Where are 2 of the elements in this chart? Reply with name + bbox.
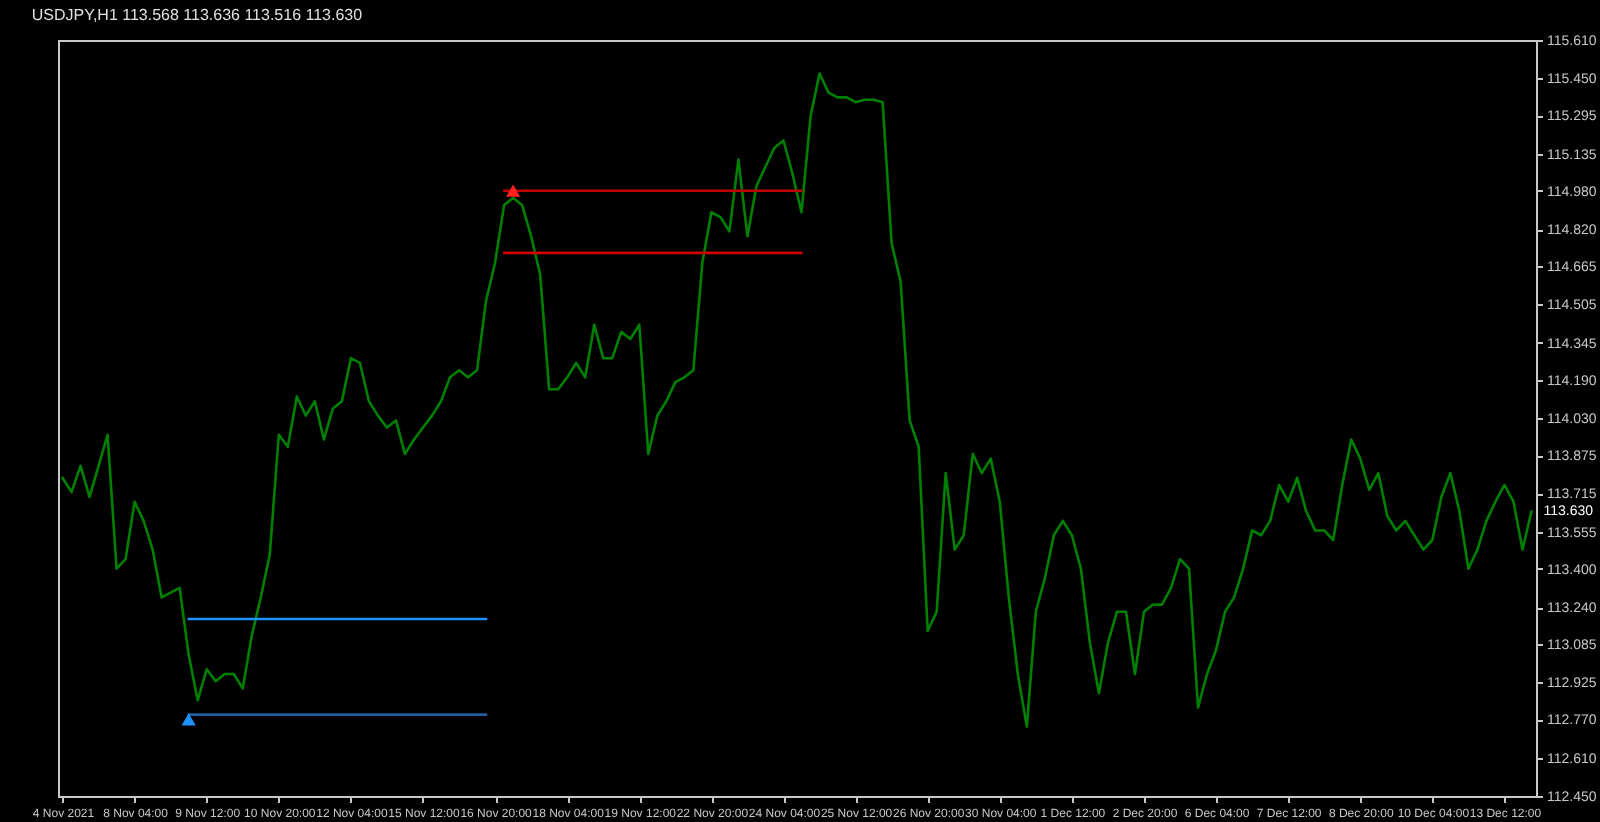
chart-title: USDJPY,H1 113.568 113.636 113.516 113.630 bbox=[31, 6, 364, 24]
line-series bbox=[61, 72, 1533, 728]
